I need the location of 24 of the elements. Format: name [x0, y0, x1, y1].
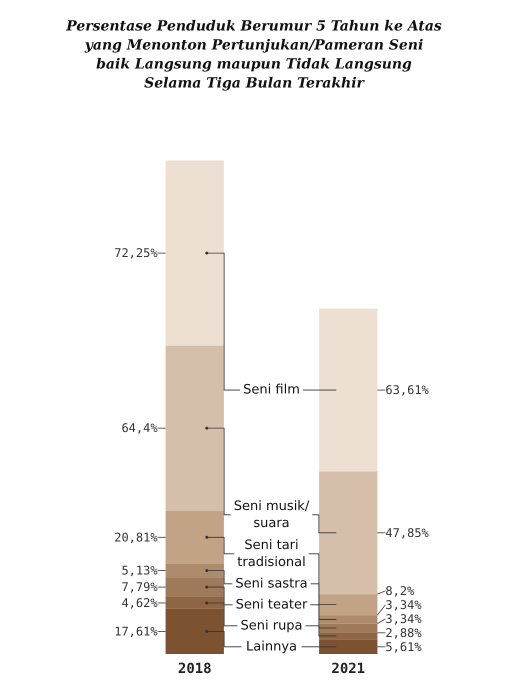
series-label: Seni musik/ suara: [234, 498, 310, 531]
data-label: 5,13%: [121, 564, 158, 578]
data-label: 3,34%: [385, 612, 422, 626]
data-label: 47,85%: [385, 526, 430, 540]
series-label: Seni rupa: [240, 618, 303, 634]
data-label: 63,61%: [385, 383, 430, 398]
data-label: 7,79%: [121, 580, 158, 594]
chart-title: Persentase Penduduk Berumur 5 Tahun ke Atas yang Menonton Pertunjukan/Pameran Seni baik Langsung maupun Tidak Langsung Selama Tiga Bulan Terakhir: [65, 18, 442, 92]
data-label: 20,81%: [114, 530, 158, 544]
series-label: Seni sastra: [235, 576, 308, 592]
data-label: 2,88%: [385, 626, 422, 640]
series-label: Lainnya: [246, 639, 297, 654]
data-label: 3,34%: [385, 598, 422, 612]
data-label: 72,25%: [114, 246, 158, 260]
series-label: Seni film: [243, 382, 300, 398]
data-label: 17,61%: [114, 624, 158, 638]
x-tick-label: 2021: [331, 661, 366, 677]
data-label: 5,61%: [385, 640, 422, 654]
series-label: Seni teater: [236, 597, 308, 612]
series-label: Seni tari tradisional: [237, 538, 306, 570]
data-label: 8,2%: [385, 584, 416, 598]
data-label: 64,4%: [121, 421, 158, 436]
data-label: 4,62%: [121, 596, 158, 610]
x-tick-label: 2018: [178, 661, 212, 677]
